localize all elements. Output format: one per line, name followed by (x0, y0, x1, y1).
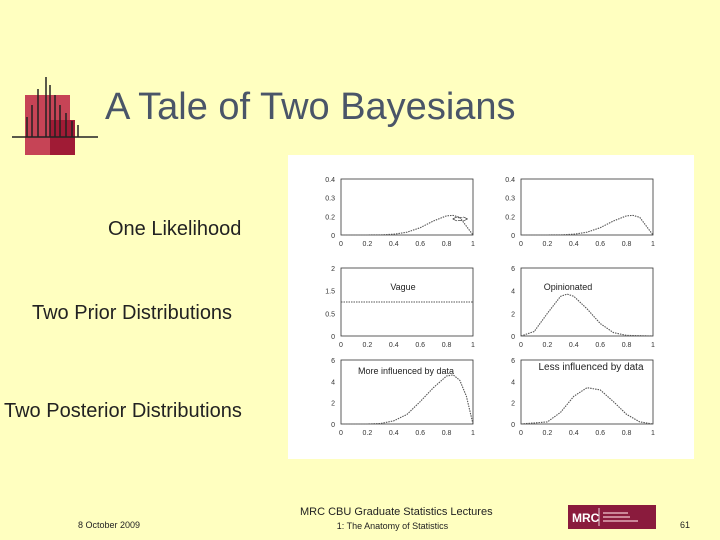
y-tick-label: 2 (511, 401, 515, 408)
x-tick-label: 1 (651, 430, 655, 437)
plot-frame (340, 178, 474, 236)
y-tick-label: 0.2 (325, 214, 335, 221)
plot-frame (520, 267, 654, 337)
logo-text: MRC (572, 511, 600, 525)
plot-frame (520, 359, 654, 425)
footer-date: 8 October 2009 (78, 520, 141, 530)
x-tick-label: 0.4 (389, 430, 399, 437)
x-tick-label: 0.2 (543, 241, 553, 248)
x-tick-label: 0 (339, 430, 343, 437)
y-tick-label: 6 (511, 266, 515, 273)
x-tick-label: 0.2 (543, 342, 553, 349)
x-tick-label: 0.2 (363, 430, 373, 437)
x-tick-label: 0.6 (415, 430, 425, 437)
plot-annotation: Less influenced by data (538, 362, 644, 373)
series-line (520, 387, 654, 425)
plot-annotation: Opinionated (544, 282, 593, 292)
x-tick-label: 0.8 (442, 342, 452, 349)
x-tick-label: 0.6 (595, 241, 605, 248)
x-tick-label: 1 (471, 241, 475, 248)
plot-annotation: Vague (390, 282, 415, 292)
x-tick-label: 0.8 (622, 241, 632, 248)
x-tick-label: 1 (651, 342, 655, 349)
plot-annotation: More influenced by data (358, 366, 454, 376)
y-tick-label: 0.5 (325, 311, 335, 318)
series-line (520, 293, 654, 337)
plot-frame (520, 178, 654, 236)
y-tick-label: 6 (331, 358, 335, 365)
x-tick-label: 0.8 (622, 342, 632, 349)
x-tick-label: 0.6 (415, 342, 425, 349)
mrc-logo: MRC (568, 505, 656, 529)
plot-grid: 0 0.2 0.3 0.4 0 0.2 0.4 0.6 0.8 1 <=> 0 0.2 0.3 0.4 0 0.… (325, 177, 655, 437)
y-tick-label: 0.4 (505, 177, 515, 184)
x-tick-label: 0.2 (543, 430, 553, 437)
y-tick-label: 2 (511, 311, 515, 318)
x-tick-label: 0.8 (442, 241, 452, 248)
footer-course: MRC CBU Graduate Statistics Lectures (300, 506, 493, 518)
posterior-label: Two Posterior Distributions (4, 400, 242, 422)
x-tick-label: 0.8 (622, 430, 632, 437)
y-tick-label: 0 (511, 422, 515, 429)
y-tick-label: 0 (331, 334, 335, 341)
y-tick-label: 4 (511, 289, 515, 296)
x-tick-label: 0.4 (569, 430, 579, 437)
y-tick-label: 0 (331, 422, 335, 429)
x-tick-label: 0.2 (363, 241, 373, 248)
y-tick-label: 0 (511, 334, 515, 341)
x-tick-label: 0.4 (569, 241, 579, 248)
page-number: 61 (680, 520, 691, 530)
y-tick-label: 0.2 (505, 214, 515, 221)
x-tick-label: 0.6 (595, 342, 605, 349)
y-tick-label: 4 (331, 379, 335, 386)
y-tick-label: 2 (331, 401, 335, 408)
x-tick-label: 0 (519, 342, 523, 349)
x-tick-label: 0.4 (569, 342, 579, 349)
series-line (521, 214, 654, 236)
x-tick-label: 0.4 (389, 342, 399, 349)
x-tick-label: 0 (339, 342, 343, 349)
x-tick-label: 0.8 (442, 430, 452, 437)
x-tick-label: 1 (471, 342, 475, 349)
prior-label: Two Prior Distributions (32, 302, 233, 324)
title-decoration-graphic (12, 77, 98, 155)
x-tick-label: 1 (471, 430, 475, 437)
y-tick-label: 0.4 (325, 177, 335, 184)
y-tick-label: 0.3 (505, 196, 515, 203)
slide-title: A Tale of Two Bayesians (105, 86, 516, 128)
y-tick-label: 6 (511, 358, 515, 365)
x-tick-label: 0.6 (415, 241, 425, 248)
series-line (341, 214, 474, 236)
footer-lecture: 1: The Anatomy of Statistics (336, 521, 449, 531)
x-tick-label: 0.6 (595, 430, 605, 437)
y-tick-label: 0.3 (325, 196, 335, 203)
x-tick-label: 0.4 (389, 241, 399, 248)
y-tick-label: 0 (331, 233, 335, 240)
series-line (341, 374, 474, 425)
x-tick-label: 0.2 (363, 342, 373, 349)
y-tick-label: 4 (511, 379, 515, 386)
y-tick-label: 2 (331, 266, 335, 273)
y-tick-label: 1.5 (325, 289, 335, 296)
likelihood-label: One Likelihood (108, 218, 242, 240)
plot-figure: 0 0.2 0.3 0.4 0 0.2 0.4 0.6 0.8 1 <=> 0 0.2 0.3 0.4 0 0.… (288, 155, 694, 459)
x-tick-label: 0 (519, 241, 523, 248)
x-tick-label: 1 (651, 241, 655, 248)
x-tick-label: 0 (519, 430, 523, 437)
y-tick-label: 0 (511, 233, 515, 240)
plot-frame (340, 359, 474, 425)
x-tick-label: 0 (339, 241, 343, 248)
plot-annotation: <=> (452, 214, 468, 224)
